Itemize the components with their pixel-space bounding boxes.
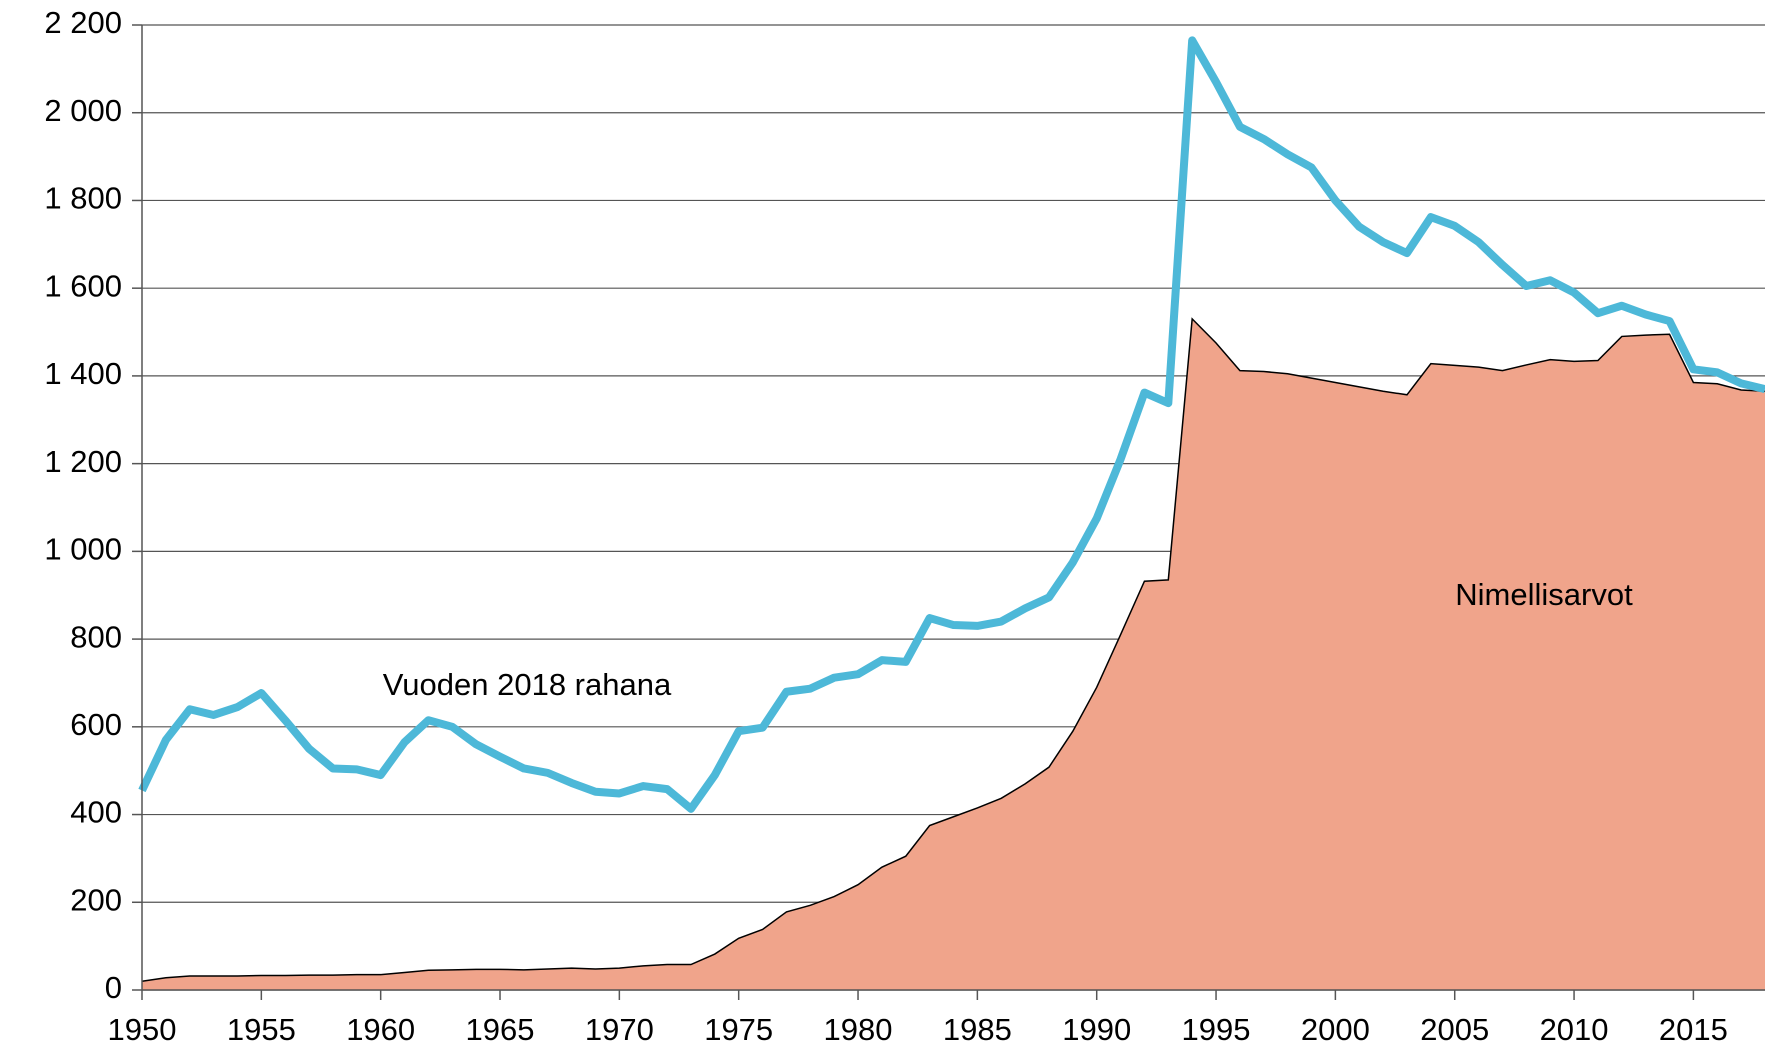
y-tick-label: 1 000 bbox=[44, 532, 122, 567]
x-tick-label: 1965 bbox=[466, 1012, 535, 1047]
y-tick-label: 1 600 bbox=[44, 268, 122, 303]
area-fill bbox=[142, 318, 1765, 990]
x-tick-label: 1995 bbox=[1182, 1012, 1251, 1047]
x-tick-label: 1950 bbox=[108, 1012, 177, 1047]
line bbox=[138, 36, 1765, 813]
area-line bbox=[141, 317, 1765, 982]
y-tick-label: 400 bbox=[70, 795, 122, 830]
y-tick-label: 2 000 bbox=[44, 93, 122, 128]
y-tick-label: 1 200 bbox=[44, 444, 122, 479]
x-tick-label: 2005 bbox=[1420, 1012, 1489, 1047]
y-tick-label: 600 bbox=[70, 707, 122, 742]
x-tick-label: 1960 bbox=[346, 1012, 415, 1047]
series-label: Vuoden 2018 rahana bbox=[383, 667, 672, 702]
y-tick-label: 0 bbox=[105, 970, 122, 1005]
x-tick-label: 1975 bbox=[704, 1012, 773, 1047]
y-tick-label: 200 bbox=[70, 882, 122, 917]
x-tick-label: 1990 bbox=[1062, 1012, 1131, 1047]
y-tick-label: 1 800 bbox=[44, 181, 122, 216]
x-tick-label: 2000 bbox=[1301, 1012, 1370, 1047]
x-tick-label: 1970 bbox=[585, 1012, 654, 1047]
y-tick-label: 1 400 bbox=[44, 356, 122, 391]
x-tick-label: 1980 bbox=[824, 1012, 893, 1047]
x-tick-label: 2015 bbox=[1659, 1012, 1728, 1047]
y-tick-label: 2 200 bbox=[44, 5, 122, 40]
x-tick-label: 1985 bbox=[943, 1012, 1012, 1047]
series-label: Nimellisarvot bbox=[1455, 577, 1633, 612]
x-tick-label: 2010 bbox=[1540, 1012, 1609, 1047]
x-tick-label: 1955 bbox=[227, 1012, 296, 1047]
y-tick-label: 800 bbox=[70, 619, 122, 654]
